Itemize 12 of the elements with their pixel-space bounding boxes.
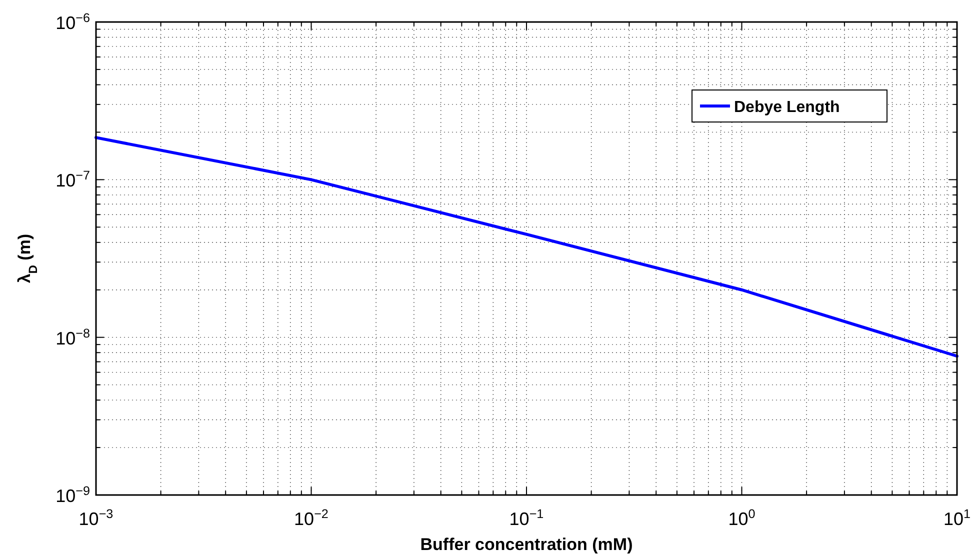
line-series	[94, 136, 958, 358]
x-tick-label: 10$^{1}$	[943, 507, 971, 529]
y-tick-label: 10$^{−8}$	[56, 326, 90, 348]
x-tick-label: 10$^{−2}$	[294, 507, 328, 529]
x-axis-title: Buffer concentration (mM)	[420, 535, 633, 554]
x-tick-label: 10$^{−3}$	[78, 507, 114, 529]
y-tick-label: 10$^{−9}$	[56, 484, 90, 506]
x-tick-label: 10$^{0}$	[728, 507, 756, 529]
y-tick-label: 10$^{−7}$	[56, 168, 90, 191]
y-tick-label: 10$^{−6}$	[56, 11, 90, 33]
legend-label: Debye Length	[734, 99, 840, 116]
x-tick-label: 10$^{−1}$	[509, 507, 544, 529]
